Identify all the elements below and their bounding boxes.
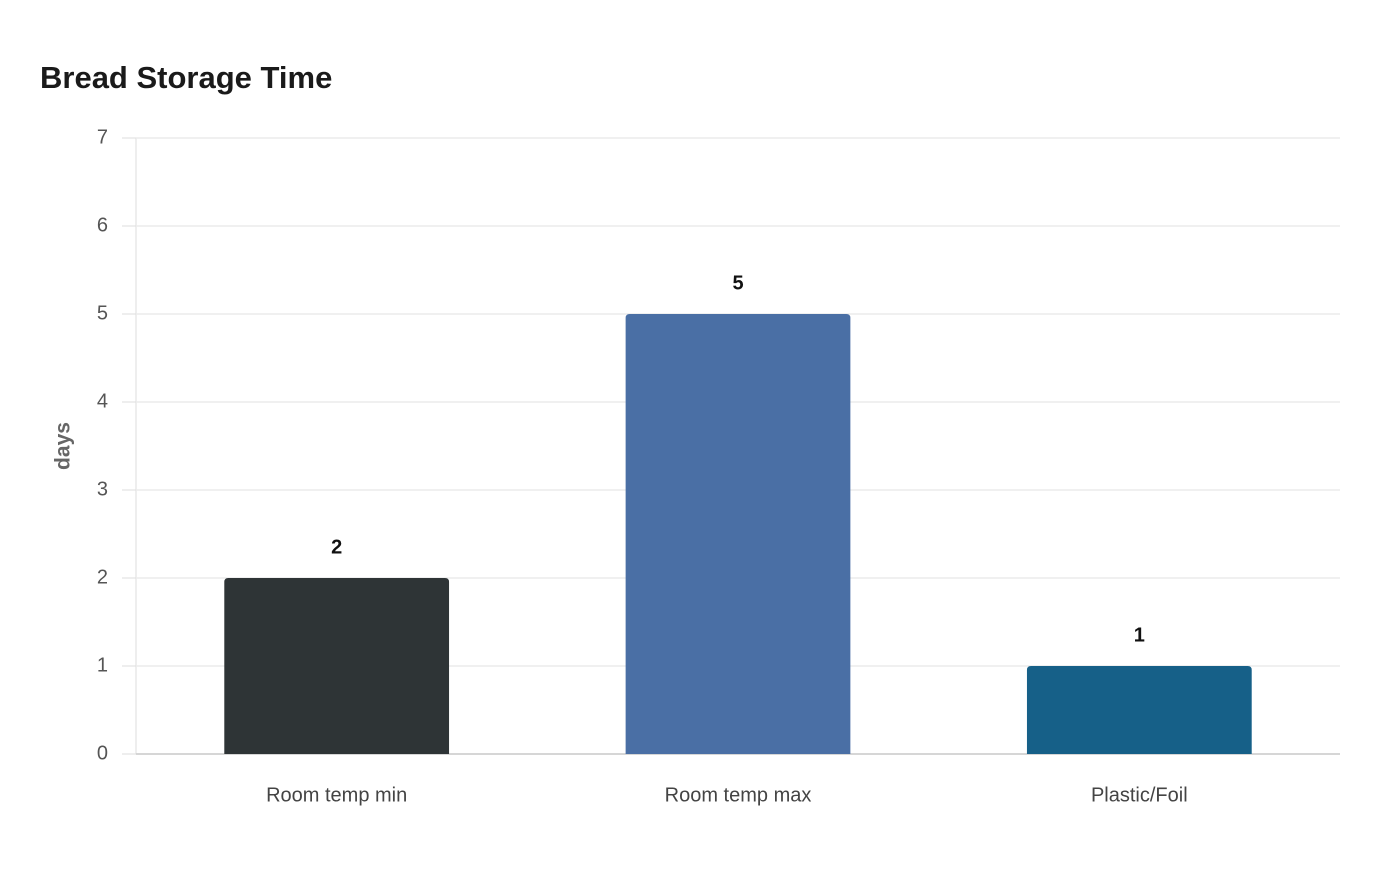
x-tick-label: Room temp min bbox=[266, 784, 407, 806]
chart-title: Bread Storage Time bbox=[40, 60, 332, 95]
value-label: 5 bbox=[732, 272, 743, 294]
y-tick-label: 2 bbox=[97, 566, 108, 588]
y-tick-label: 5 bbox=[97, 302, 108, 324]
y-tick-label: 3 bbox=[97, 478, 108, 500]
bar bbox=[625, 314, 851, 754]
y-axis-label: days bbox=[52, 422, 75, 470]
bar bbox=[1026, 666, 1252, 754]
y-tick-label: 6 bbox=[97, 214, 108, 236]
y-tick-label: 7 bbox=[97, 126, 108, 148]
bar bbox=[224, 578, 450, 754]
y-tick-label: 0 bbox=[97, 742, 108, 764]
x-tick-label: Plastic/Foil bbox=[1091, 784, 1188, 806]
y-tick-label: 4 bbox=[97, 390, 108, 412]
y-tick-label: 1 bbox=[97, 654, 108, 676]
value-label: 2 bbox=[331, 536, 342, 558]
value-label: 1 bbox=[1134, 624, 1145, 646]
x-tick-label: Room temp max bbox=[665, 784, 812, 806]
